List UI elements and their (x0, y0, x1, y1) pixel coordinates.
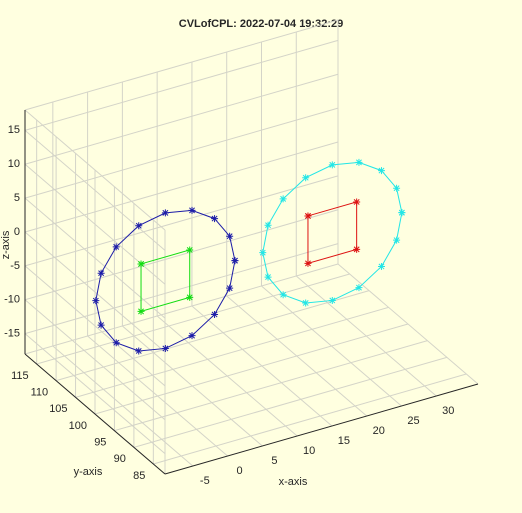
x-tick-label: -5 (200, 475, 210, 487)
z-tick-label: 10 (8, 158, 20, 170)
marker (393, 236, 401, 244)
marker (135, 222, 143, 230)
marker (264, 221, 272, 229)
grid-line (24, 231, 166, 353)
grid-line (24, 299, 166, 421)
marker (353, 245, 361, 253)
marker (398, 209, 406, 217)
x-axis-line (164, 383, 479, 475)
z-tick-label: 15 (8, 124, 20, 136)
marker (259, 249, 267, 257)
marker (186, 246, 194, 254)
z-tick-label: -5 (10, 260, 20, 272)
marker (353, 198, 361, 206)
marker (355, 158, 363, 166)
grid-line (24, 107, 339, 199)
y-tick-label: 110 (31, 387, 49, 399)
marker (377, 167, 385, 175)
grid-line (24, 39, 339, 131)
marker (97, 321, 105, 329)
grid-line (24, 73, 339, 165)
z-tick-label: -10 (4, 294, 20, 306)
grid-line (24, 175, 339, 267)
y-axis-line (24, 353, 166, 475)
x-tick-label: 5 (271, 455, 277, 467)
x-tick-label: 20 (373, 425, 385, 437)
marker (279, 195, 287, 203)
z-tick-label: 5 (14, 192, 20, 204)
series-line (262, 161, 403, 304)
marker (186, 293, 194, 301)
chart-title: CVLofCPL: 2022-07-04 19:32:29 (179, 18, 343, 30)
x-tick-label: 30 (442, 405, 454, 417)
grid-line (36, 273, 350, 365)
marker (137, 307, 145, 315)
marker (264, 273, 272, 281)
y-tick-label: 90 (114, 453, 126, 465)
marker (188, 206, 196, 214)
x-tick-label: 0 (237, 465, 243, 477)
grid-line (24, 209, 339, 301)
marker (302, 174, 310, 182)
marker (393, 184, 401, 192)
x-tick-label: 10 (303, 445, 315, 457)
y-tick-label: 100 (69, 420, 87, 432)
y-tick-label: 85 (133, 470, 145, 482)
box-edge (24, 263, 339, 355)
marker (355, 284, 363, 292)
marker (112, 243, 120, 251)
grid-line (24, 141, 339, 233)
marker (377, 262, 385, 270)
marker (302, 299, 310, 307)
grid-line (24, 197, 166, 319)
marker (328, 161, 336, 169)
marker (92, 297, 100, 305)
x-tick-label: 15 (338, 435, 350, 447)
marker (161, 209, 169, 217)
marker (97, 269, 105, 277)
grid-line (94, 323, 409, 415)
marker (211, 310, 219, 318)
y-tick-label: 105 (49, 403, 67, 415)
grid-line (133, 356, 448, 448)
z-tick-label: -15 (4, 328, 20, 340)
box-edge (24, 19, 339, 111)
marker (135, 347, 143, 355)
marker (328, 296, 336, 304)
y-tick-label: 115 (11, 370, 29, 382)
x-tick-label: 25 (407, 415, 419, 427)
y-tick-label: 95 (94, 437, 106, 449)
marker (304, 212, 312, 220)
grid-line (75, 306, 389, 398)
marker (112, 339, 120, 347)
marker (188, 332, 196, 340)
marker (226, 232, 234, 240)
marker (304, 259, 312, 267)
grid-line (55, 290, 370, 382)
marker (226, 284, 234, 292)
x-axis-label: x-axis (279, 476, 308, 488)
z-tick-label: 0 (14, 226, 20, 238)
grid-line (24, 265, 166, 387)
grid-line (24, 243, 339, 335)
y-axis-label: y-axis (74, 466, 103, 478)
marker (279, 291, 287, 299)
grid-line (153, 373, 467, 465)
grid-line (114, 340, 428, 432)
marker (137, 260, 145, 268)
grid-line (24, 333, 166, 455)
marker (161, 344, 169, 352)
marker (211, 215, 219, 223)
z-axis-label: z-axis (0, 230, 12, 259)
grid-line (24, 129, 166, 251)
marker (231, 257, 239, 265)
